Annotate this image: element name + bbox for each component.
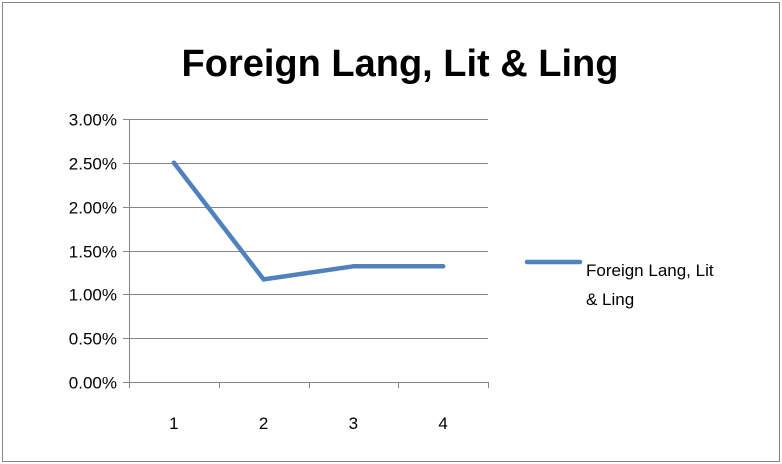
chart-title: Foreign Lang, Lit & Ling — [182, 43, 619, 85]
data-point — [171, 160, 177, 166]
y-tick-label: 0.50% — [69, 330, 117, 349]
y-tick-label: 1.00% — [69, 286, 117, 305]
legend: Foreign Lang, Lit & Ling — [524, 259, 714, 309]
x-tick-label: 4 — [438, 414, 447, 433]
y-tick-label: 0.00% — [69, 374, 117, 393]
y-axis-ticks: 0.00% 0.50% 1.00% 1.50% 2.00% 2.50% 3.00% — [69, 111, 129, 393]
data-point — [440, 264, 446, 269]
x-tick-label: 3 — [349, 414, 358, 433]
series-line — [171, 160, 446, 282]
x-tick-label: 1 — [169, 414, 178, 433]
x-tick-label: 2 — [259, 414, 268, 433]
y-tick-label: 1.50% — [69, 243, 117, 262]
data-point — [261, 277, 266, 282]
series-group — [171, 160, 446, 282]
axes — [129, 119, 488, 383]
y-tick-label: 2.50% — [69, 155, 117, 174]
y-tick-label: 2.00% — [69, 199, 117, 218]
x-axis-ticks: 1 2 3 4 — [129, 382, 489, 433]
legend-label-line2: & Ling — [586, 290, 634, 309]
legend-label-line1: Foreign Lang, Lit — [586, 261, 714, 280]
y-tick-label: 3.00% — [69, 111, 117, 130]
data-point — [351, 264, 356, 269]
